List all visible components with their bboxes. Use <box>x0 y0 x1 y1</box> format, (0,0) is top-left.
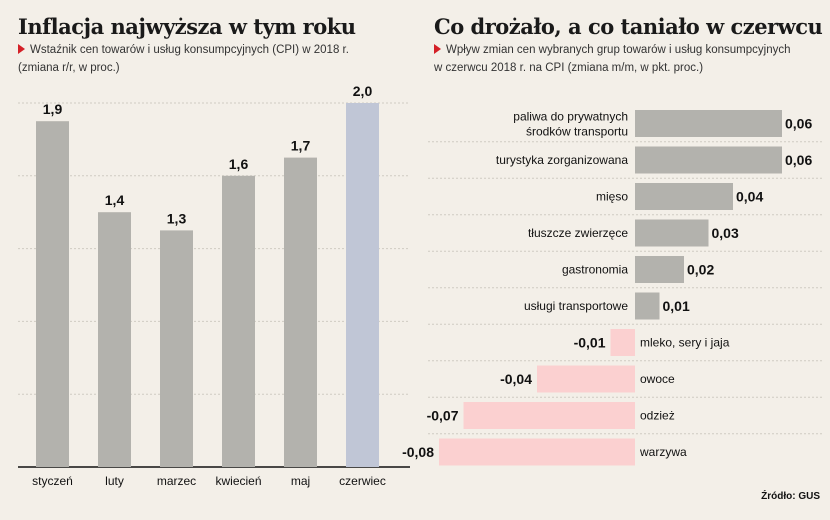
bar-9 <box>439 438 635 466</box>
source-note: Źródło: GUS <box>761 491 820 502</box>
right-subtitle-line2: w czerwcu 2018 r. na CPI (zmiana m/m, w … <box>434 62 704 74</box>
bar-value-label: 1,4 <box>105 192 125 208</box>
month-label: marzec <box>157 474 196 488</box>
cpi-contribution-bar-chart: 0,06 paliwa do prywatnych środków transpor… <box>402 110 824 466</box>
right-chart-subtitle: Wpływ zmian cen wybranych grup towarów i… <box>434 41 814 77</box>
bar-6 <box>610 329 635 356</box>
bar-8 <box>463 402 635 429</box>
bar-1 <box>98 212 131 467</box>
month-label: czerwiec <box>339 474 386 488</box>
left-chart-panel: Inflacja najwyższa w tym roku Wstaźnik c… <box>0 0 410 520</box>
bar-value-label: 0,04 <box>736 189 763 205</box>
category-label: gastronomia <box>562 263 628 277</box>
category-label: odzież <box>640 409 675 423</box>
bar-7 <box>537 365 635 393</box>
bar-5 <box>346 103 379 467</box>
bar-value-label: 2,0 <box>353 83 373 99</box>
bar-4 <box>635 256 684 283</box>
bar-2 <box>635 183 733 210</box>
category-label-line: turystyka zorganizowana <box>496 153 628 167</box>
bar-value-label: 0,02 <box>687 262 714 278</box>
bar-value-label: -0,04 <box>500 371 532 387</box>
month-label: maj <box>291 474 310 488</box>
right-chart-panel: Co drożało, a co taniało w czerwcu Wpływ… <box>402 0 830 520</box>
bar-value-label: -0,01 <box>574 335 606 351</box>
month-label: kwiecień <box>215 474 261 488</box>
bar-1 <box>635 146 782 174</box>
category-label-line: gastronomia <box>562 263 628 277</box>
month-label: styczeń <box>32 474 73 488</box>
month-label: luty <box>105 474 124 488</box>
bar-value-label: 0,03 <box>712 225 739 241</box>
category-label: tłuszcze zwierzęce <box>528 226 628 240</box>
bar-2 <box>160 230 193 467</box>
left-subtitle-line1: Wstaźnik cen towarów i usług konsumpcyjn… <box>30 44 349 56</box>
red-triangle-icon <box>434 44 441 54</box>
bar-0 <box>635 110 782 137</box>
bar-value-label: 1,3 <box>167 210 187 226</box>
right-chart-title: Co drożało, a co taniało w czerwcu <box>434 14 823 39</box>
left-subtitle-line2: (zmiana r/r, w proc.) <box>18 62 120 74</box>
category-label-line: paliwa do prywatnych <box>513 110 628 124</box>
right-subtitle-line1: Wpływ zmian cen wybranych grup towarów i… <box>446 44 791 56</box>
bar-3 <box>222 175 255 468</box>
bar-5 <box>635 292 660 320</box>
category-label-line: środków transportu <box>526 125 628 139</box>
bar-value-label: -0,08 <box>402 444 434 460</box>
bar-4 <box>284 157 317 467</box>
category-label: paliwa do prywatnych środków transportu <box>513 110 628 139</box>
category-label-line: mięso <box>596 190 628 204</box>
red-triangle-icon <box>18 44 25 54</box>
category-label: mleko, sery i jaja <box>640 336 730 350</box>
category-label: turystyka zorganizowana <box>496 153 628 167</box>
bar-value-label: 0,06 <box>785 116 812 132</box>
cpi-monthly-bar-chart: 1,9 styczeń 1,4 luty 1,3 marzec 1,6 kwiecień 1,7… <box>18 83 410 488</box>
bar-3 <box>635 219 709 247</box>
left-chart-subtitle: Wstaźnik cen towarów i usług konsumpcyjn… <box>18 41 398 77</box>
left-chart-title: Inflacja najwyższa w tym roku <box>18 14 356 39</box>
bar-value-label: 1,6 <box>229 156 249 172</box>
category-label-line: usługi transportowe <box>524 299 628 313</box>
category-label-line: tłuszcze zwierzęce <box>528 226 628 240</box>
bar-value-label: -0,07 <box>427 408 459 424</box>
bar-value-label: 0,01 <box>663 298 690 314</box>
bar-value-label: 1,7 <box>291 138 311 154</box>
category-label: warzywa <box>639 445 687 459</box>
category-label: owoce <box>640 372 675 386</box>
bar-value-label: 1,9 <box>43 101 63 117</box>
category-label: usługi transportowe <box>524 299 628 313</box>
category-label: mięso <box>596 190 628 204</box>
bar-0 <box>36 121 69 467</box>
bar-value-label: 0,06 <box>785 152 812 168</box>
